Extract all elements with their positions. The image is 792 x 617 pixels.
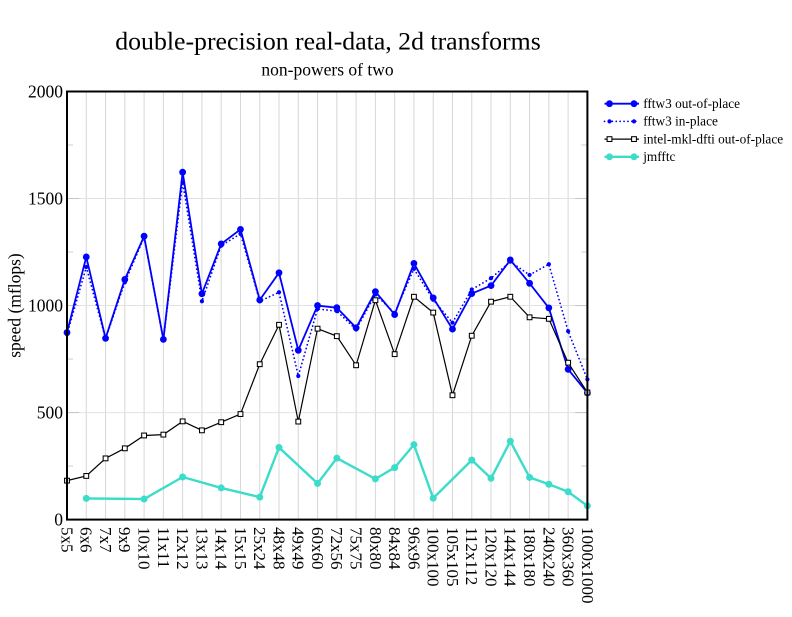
- svg-text:1000: 1000: [28, 295, 63, 315]
- svg-text:80x80: 80x80: [366, 527, 385, 570]
- svg-text:49x49: 49x49: [289, 527, 308, 570]
- svg-text:intel-mkl-dfti out-of-place: intel-mkl-dfti out-of-place: [643, 131, 783, 146]
- svg-text:non-powers of two: non-powers of two: [261, 60, 393, 80]
- svg-text:speed (mflops): speed (mflops): [5, 253, 25, 358]
- svg-text:84x84: 84x84: [385, 527, 404, 570]
- svg-text:fftw3 in-place: fftw3 in-place: [643, 114, 718, 129]
- svg-text:112x112: 112x112: [462, 527, 481, 585]
- svg-text:240x240: 240x240: [539, 527, 558, 587]
- svg-text:120x120: 120x120: [481, 527, 500, 587]
- svg-text:96x96: 96x96: [404, 527, 423, 570]
- svg-text:fftw3 out-of-place: fftw3 out-of-place: [643, 96, 740, 111]
- svg-text:180x180: 180x180: [520, 527, 539, 587]
- svg-text:1500: 1500: [28, 188, 63, 208]
- svg-text:0: 0: [54, 510, 63, 530]
- svg-text:double-precision real-data, 2d: double-precision real-data, 2d transform…: [115, 27, 541, 56]
- svg-text:5x5: 5x5: [57, 527, 76, 553]
- svg-text:12x12: 12x12: [173, 527, 192, 570]
- svg-text:48x48: 48x48: [269, 527, 288, 570]
- svg-text:10x10: 10x10: [135, 527, 154, 570]
- svg-text:7x7: 7x7: [96, 527, 115, 553]
- svg-text:360x360: 360x360: [559, 527, 578, 587]
- svg-text:500: 500: [37, 402, 64, 422]
- svg-text:2000: 2000: [28, 81, 63, 101]
- svg-text:jmfftc: jmfftc: [642, 149, 675, 164]
- svg-text:60x60: 60x60: [308, 527, 327, 570]
- svg-text:13x13: 13x13: [192, 527, 211, 570]
- svg-text:15x15: 15x15: [231, 527, 250, 570]
- svg-text:72x56: 72x56: [327, 527, 346, 570]
- svg-text:105x105: 105x105: [443, 527, 462, 587]
- svg-text:1000x1000: 1000x1000: [578, 527, 597, 604]
- svg-text:100x100: 100x100: [424, 527, 443, 587]
- svg-text:6x6: 6x6: [77, 527, 96, 553]
- svg-text:11x11: 11x11: [154, 527, 173, 568]
- svg-text:14x14: 14x14: [212, 527, 231, 570]
- svg-text:75x75: 75x75: [347, 527, 366, 570]
- svg-text:9x9: 9x9: [115, 527, 134, 553]
- svg-text:144x144: 144x144: [501, 527, 520, 587]
- svg-text:25x24: 25x24: [250, 527, 269, 570]
